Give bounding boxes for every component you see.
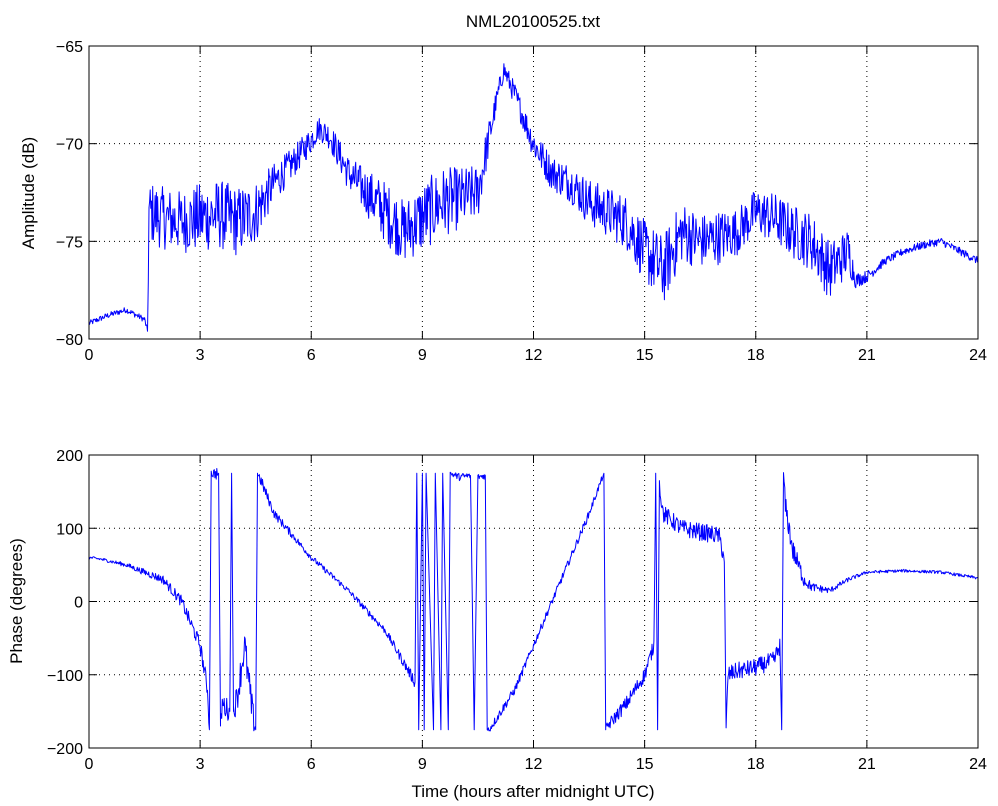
phase-y-axis-label: Phase (degrees) <box>7 538 26 664</box>
phase-x-tick-labels: 0 3 6 9 12 15 18 21 24 <box>85 756 987 773</box>
x-tick-label: 3 <box>196 756 205 773</box>
amplitude-y-axis-label: Amplitude (dB) <box>19 137 38 249</box>
amplitude-plot: 0 3 6 9 12 15 18 21 24 −80 −75 −70 −65 Amplitude (d… <box>19 39 987 364</box>
x-tick-label: 3 <box>196 347 205 364</box>
x-tick-label: 21 <box>858 756 876 773</box>
y-tick-label: 200 <box>56 448 83 465</box>
y-tick-label: −200 <box>47 741 83 758</box>
x-tick-label: 0 <box>85 347 94 364</box>
phase-grid <box>89 455 978 748</box>
phase-series-group <box>88 468 979 732</box>
amp-series-line-0 <box>88 63 979 332</box>
phase-x-axis-label: Time (hours after midnight UTC) <box>411 782 654 801</box>
amplitude-y-tick-labels: −80 −75 −70 −65 <box>56 39 83 349</box>
x-tick-label: 9 <box>418 756 427 773</box>
phase-plot: 0 3 6 9 12 15 18 21 24 −200 −100 0 100 200 Phase (de… <box>7 448 987 801</box>
x-tick-label: 9 <box>418 347 427 364</box>
x-tick-label: 21 <box>858 347 876 364</box>
x-tick-label: 6 <box>307 347 316 364</box>
x-tick-label: 24 <box>969 347 987 364</box>
x-tick-label: 15 <box>636 347 654 364</box>
x-tick-label: 0 <box>85 756 94 773</box>
y-tick-label: 0 <box>74 595 83 612</box>
x-tick-label: 12 <box>525 347 543 364</box>
phase-series-line-0 <box>88 468 979 732</box>
phase-y-tick-labels: −200 −100 0 100 200 <box>47 448 83 758</box>
y-tick-label: −70 <box>56 137 83 154</box>
chart-title: NML20100525.txt <box>466 12 600 31</box>
y-tick-label: −65 <box>56 39 83 56</box>
amplitude-ticks <box>88 45 979 340</box>
x-tick-label: 15 <box>636 756 654 773</box>
amplitude-x-tick-labels: 0 3 6 9 12 15 18 21 24 <box>85 347 987 364</box>
x-tick-label: 18 <box>747 756 765 773</box>
phase-ticks <box>88 454 979 749</box>
x-tick-label: 18 <box>747 347 765 364</box>
y-tick-label: −80 <box>56 332 83 349</box>
x-tick-label: 24 <box>969 756 987 773</box>
amplitude-grid <box>89 46 978 339</box>
x-tick-label: 6 <box>307 756 316 773</box>
y-tick-label: 100 <box>56 521 83 538</box>
amplitude-series-group <box>88 63 979 332</box>
x-tick-label: 12 <box>525 756 543 773</box>
y-tick-label: −100 <box>47 668 83 685</box>
y-tick-label: −75 <box>56 234 83 251</box>
